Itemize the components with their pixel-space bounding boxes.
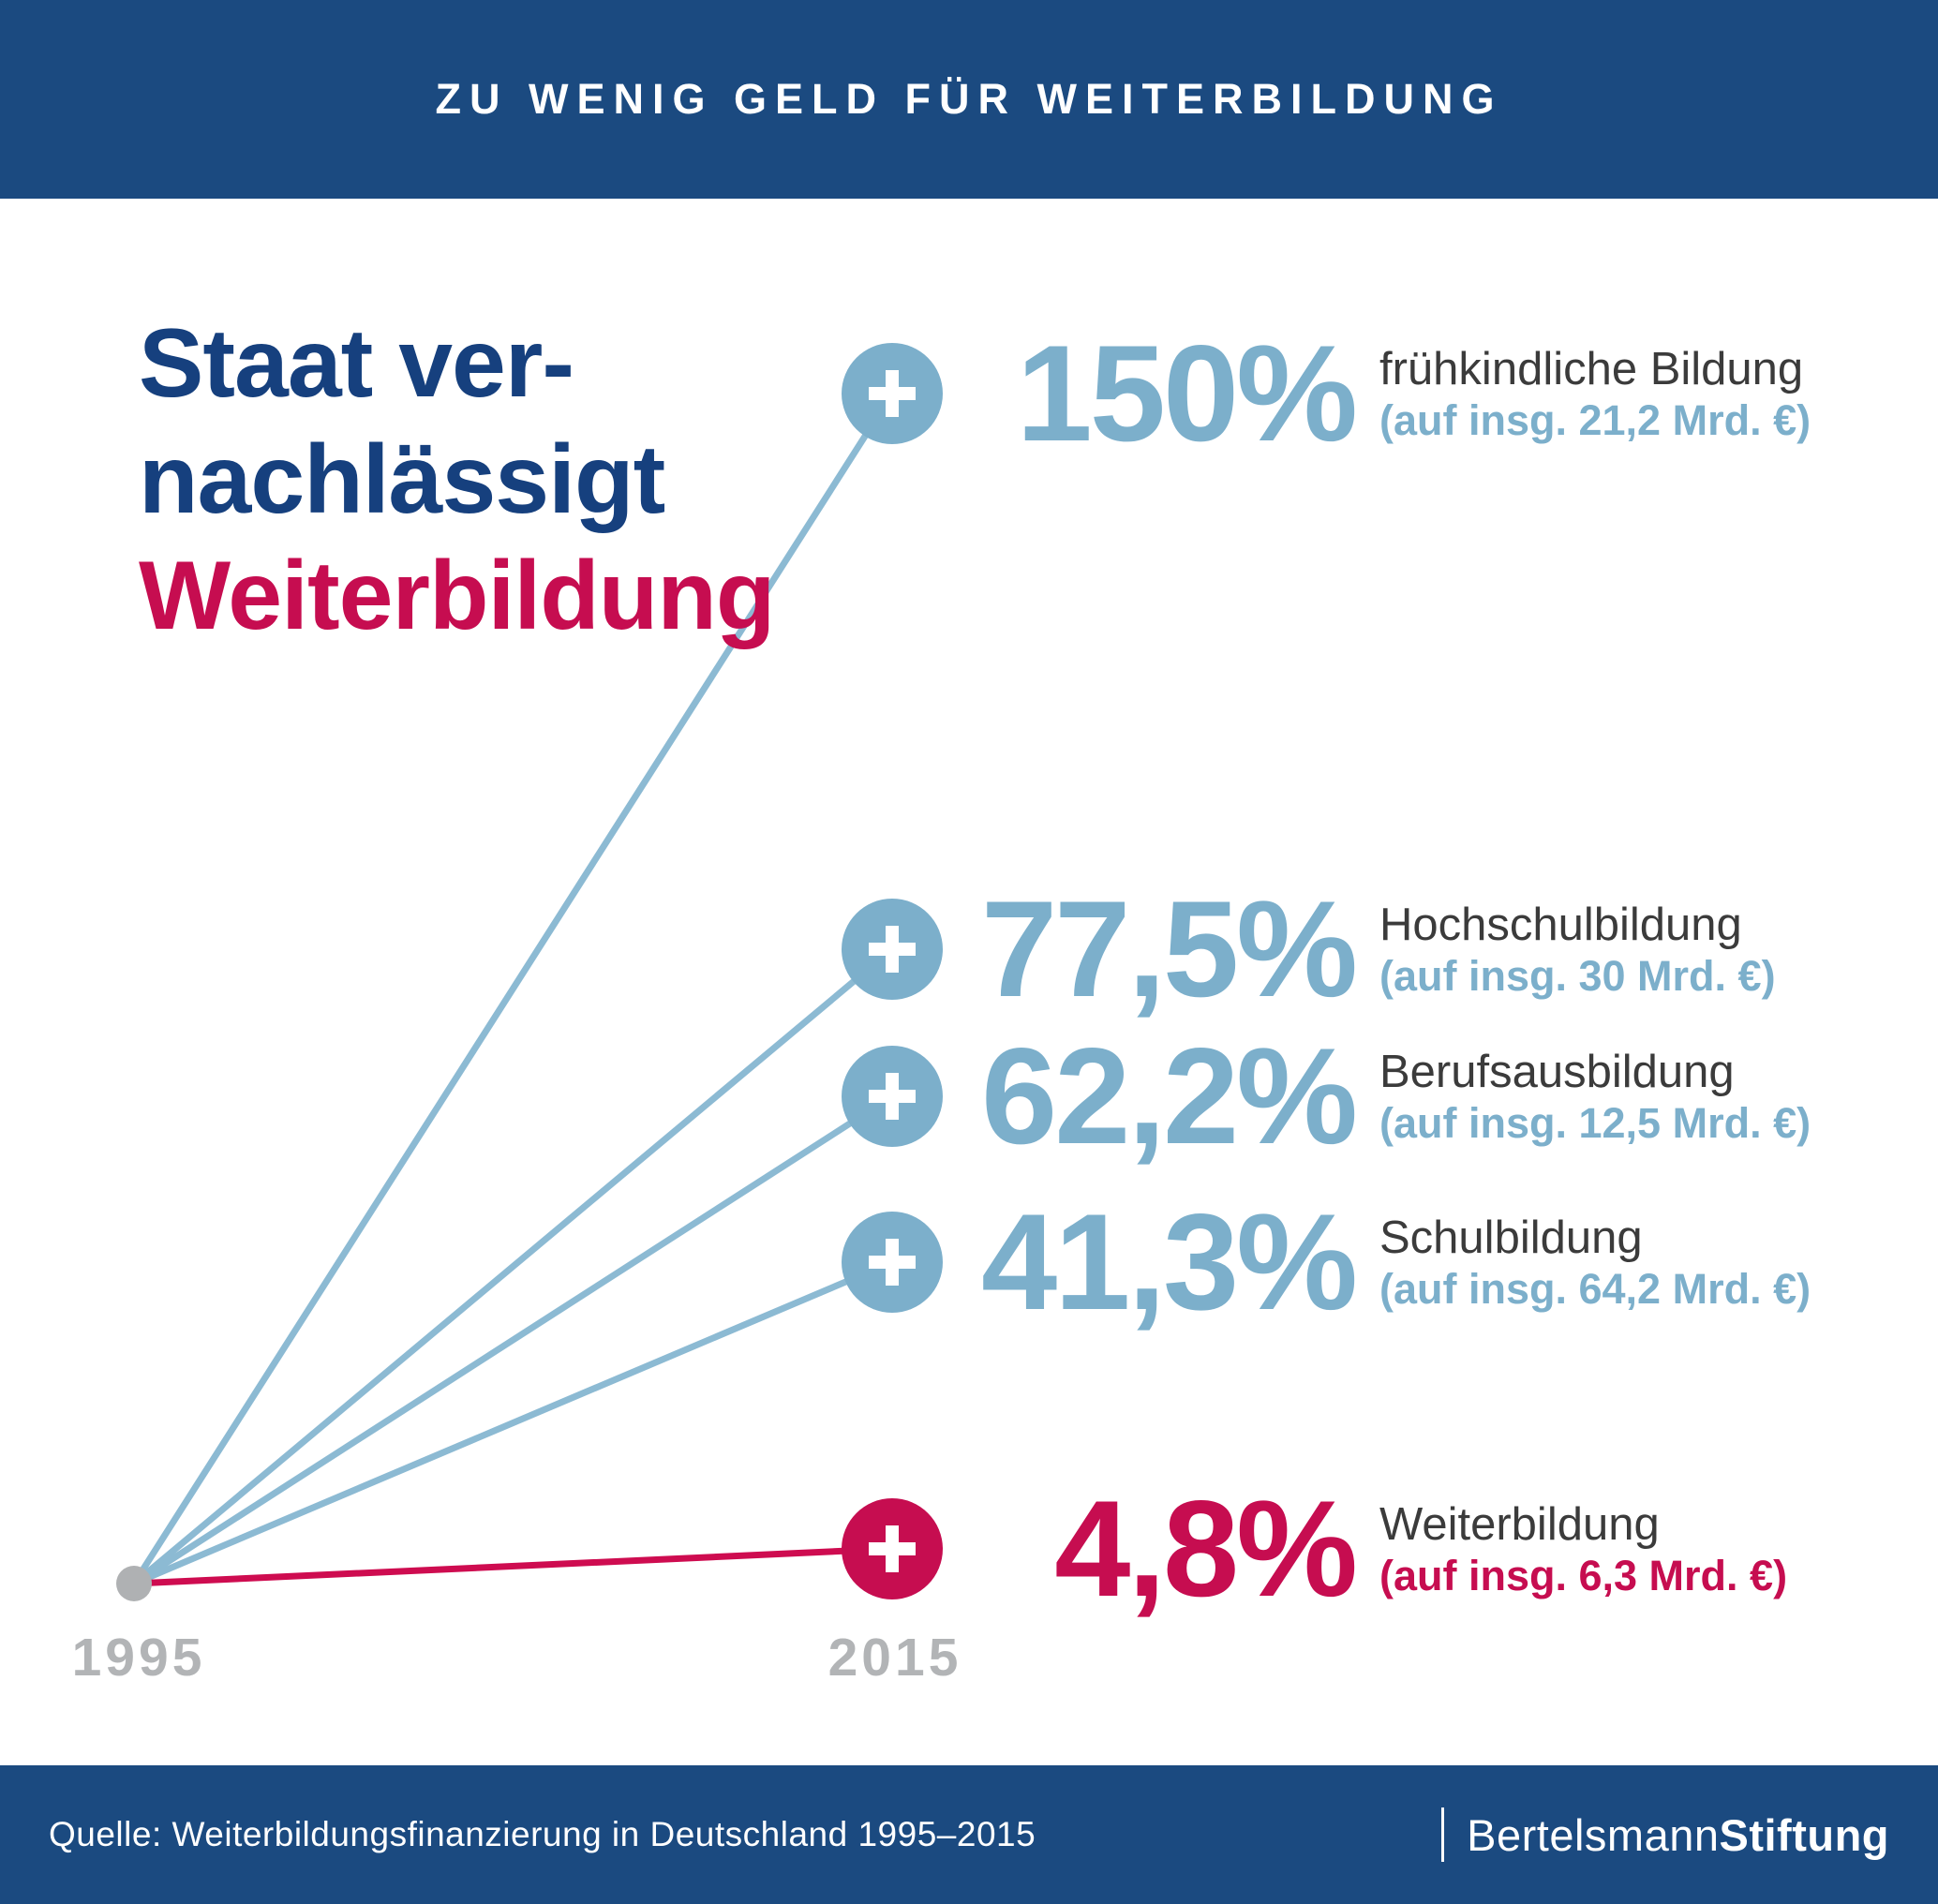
data-row-weiterbildung: 4,8% Weiterbildung (auf insg. 6,3 Mrd. €… — [965, 1465, 1787, 1633]
growth-value: 62,2% — [981, 1019, 1358, 1172]
plus-badge-weiterbildung — [842, 1498, 943, 1599]
year-label-1995: 1995 — [71, 1628, 206, 1688]
source-text: Quelle: Weiterbildungsfinanzierung in De… — [49, 1815, 1036, 1853]
headline-line-2: nachlässigt — [139, 425, 665, 534]
origin-dot — [116, 1566, 152, 1601]
headline-line-1: Staat ver- — [139, 309, 574, 418]
growth-value: 4,8% — [1054, 1472, 1358, 1625]
category-label: frühkindliche Bildung — [1379, 344, 1804, 394]
slope-line-berufsausbildung — [132, 1093, 894, 1586]
brand-bold: Stiftung — [1719, 1809, 1889, 1860]
page-title: ZU WENIG GELD FÜR WEITERBILDUNG — [435, 75, 1503, 123]
total-label: (auf insg. 64,2 Mrd. €) — [1379, 1265, 1811, 1313]
plus-badge-fruehkindliche-bildung — [842, 343, 943, 444]
plus-badge-hochschulbildung — [842, 899, 943, 1000]
footer-bar: Quelle: Weiterbildungsfinanzierung in De… — [0, 1765, 1938, 1904]
data-row-berufsausbildung: 62,2% Berufsausbildung (auf insg. 12,5 M… — [965, 1012, 1811, 1181]
growth-value: 41,3% — [981, 1185, 1358, 1338]
slope-line-schulbildung — [132, 1258, 894, 1587]
year-label-2015: 2015 — [827, 1628, 962, 1688]
data-row-hochschulbildung: 77,5% Hochschulbildung (auf insg. 30 Mrd… — [965, 865, 1776, 1034]
data-row-fruehkindliche-bildung: 150% frühkindliche Bildung (auf insg. 21… — [965, 309, 1811, 478]
slope-line-fruehkindliche-bildung — [131, 392, 895, 1585]
category-label: Berufsausbildung — [1379, 1047, 1735, 1097]
total-label: (auf insg. 30 Mrd. €) — [1379, 952, 1776, 1000]
total-label: (auf insg. 12,5 Mrd. €) — [1379, 1099, 1811, 1147]
header-banner: ZU WENIG GELD FÜR WEITERBILDUNG — [0, 0, 1938, 199]
brand-text: BertelsmannStiftung — [1467, 1809, 1889, 1861]
category-label: Weiterbildung — [1379, 1499, 1660, 1550]
growth-value: 150% — [1016, 317, 1358, 469]
growth-value: 77,5% — [981, 872, 1358, 1025]
data-row-schulbildung: 41,3% Schulbildung (auf insg. 64,2 Mrd. … — [965, 1178, 1811, 1346]
category-label: Hochschulbildung — [1379, 900, 1742, 950]
category-label: Schulbildung — [1379, 1212, 1643, 1263]
plus-badge-berufsausbildung — [842, 1046, 943, 1147]
plus-badge-schulbildung — [842, 1212, 943, 1313]
slope-line-weiterbildung — [133, 1545, 891, 1587]
total-label: (auf insg. 21,2 Mrd. €) — [1379, 396, 1811, 444]
brand-regular: Bertelsmann — [1467, 1809, 1720, 1860]
brand-logo: BertelsmannStiftung — [1441, 1807, 1889, 1862]
total-label: (auf insg. 6,3 Mrd. €) — [1379, 1552, 1788, 1599]
brand-separator — [1441, 1807, 1445, 1862]
headline-line-3: Weiterbildung — [139, 542, 775, 650]
headline: Staat ver- nachlässigt Weiterbildung — [139, 305, 775, 654]
slope-line-hochschulbildung — [131, 946, 895, 1586]
